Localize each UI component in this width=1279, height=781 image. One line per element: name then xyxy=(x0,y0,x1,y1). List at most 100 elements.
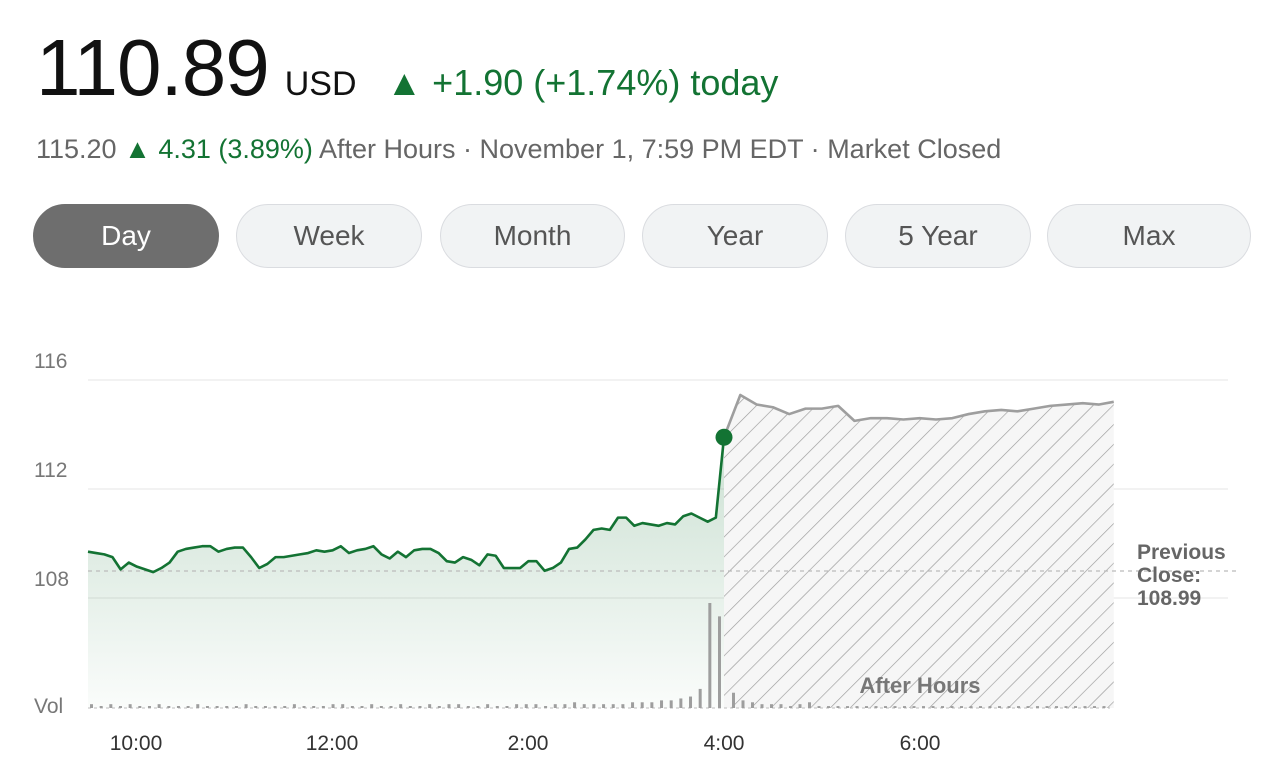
separator: · xyxy=(810,134,820,164)
volume-bar xyxy=(611,704,615,708)
volume-bar xyxy=(447,704,451,708)
x-tick-label: 10:00 xyxy=(110,732,163,755)
volume-bar xyxy=(466,706,470,708)
volume-bar xyxy=(922,706,925,708)
volume-bar xyxy=(312,706,316,708)
quote-header: 110.89 USD ▲ +1.90 (+1.74%) today xyxy=(36,28,778,108)
volume-bar xyxy=(321,706,325,708)
volume-bar xyxy=(893,706,897,708)
volume-bar xyxy=(573,702,577,708)
volume-bar xyxy=(1007,706,1011,708)
after-hours-area xyxy=(724,394,1114,708)
volume-bar xyxy=(350,706,354,708)
volume-bar xyxy=(650,702,654,708)
after-hours-row: 115.20 ▲ 4.31 (3.89%) After Hours · Nove… xyxy=(36,134,1001,165)
tab-label: Month xyxy=(493,220,572,251)
volume-bar xyxy=(370,704,374,708)
volume-bar xyxy=(874,706,878,708)
y-tick-label: 108 xyxy=(34,568,69,591)
volume-bar xyxy=(553,704,557,708)
volume-bar xyxy=(283,706,287,708)
volume-bar xyxy=(884,706,887,708)
volume-bar xyxy=(234,706,238,708)
volume-bar xyxy=(640,702,644,708)
volume-bar xyxy=(827,706,830,708)
volume-bar xyxy=(631,702,635,708)
volume-bar xyxy=(941,706,944,708)
volume-bar xyxy=(718,616,721,708)
volume-bar xyxy=(157,704,161,708)
volume-bar xyxy=(428,704,432,708)
volume-bar xyxy=(1045,706,1049,708)
volume-bar xyxy=(408,706,412,708)
volume-bar xyxy=(708,603,712,708)
volume-bar xyxy=(99,706,103,708)
volume-bar xyxy=(476,706,480,708)
y-tick-label: 116 xyxy=(34,350,67,373)
after-hours-annotation: After Hours xyxy=(859,673,980,698)
volume-bar xyxy=(760,704,764,708)
volume-bar xyxy=(779,704,783,708)
after-hours-change: ▲ 4.31 (3.89%) xyxy=(124,134,313,164)
volume-bar xyxy=(732,692,735,708)
volume-bar xyxy=(505,706,509,708)
volume-label: Vol xyxy=(34,695,63,718)
tab-week[interactable]: Week xyxy=(236,204,422,268)
volume-bar xyxy=(196,704,200,708)
volume-bar xyxy=(360,706,364,708)
volume-bar xyxy=(846,706,849,708)
x-tick-label: 6:00 xyxy=(900,732,941,755)
volume-bar xyxy=(988,706,992,708)
regular-session-line xyxy=(87,437,726,574)
volume-bar xyxy=(808,702,811,708)
tab-label: 5 Year xyxy=(898,220,978,251)
volume-bar xyxy=(912,706,916,708)
volume-bar xyxy=(1093,706,1096,708)
volume-bar xyxy=(90,704,93,708)
previous-close-label: Close: xyxy=(1137,564,1201,587)
volume-bar xyxy=(331,704,335,708)
tab-day[interactable]: Day xyxy=(33,204,219,268)
volume-bar xyxy=(138,706,142,708)
volume-bar xyxy=(244,704,248,708)
tab-5-year[interactable]: 5 Year xyxy=(845,204,1031,268)
after-hours-line xyxy=(722,393,1114,438)
volume-bar xyxy=(215,706,219,708)
price-chart[interactable]: 116 112 108 Vol After Hours PreviousClose:108… xyxy=(0,330,1279,781)
volume-bar xyxy=(254,706,258,708)
volume-bar xyxy=(147,706,151,708)
volume-bar xyxy=(302,706,306,708)
volume-bar xyxy=(621,704,625,708)
volume-bar xyxy=(389,706,393,708)
price-row: 110.89 USD ▲ +1.90 (+1.74%) today xyxy=(36,28,778,108)
volume-bar xyxy=(399,704,403,708)
volume-bar xyxy=(865,706,868,708)
volume-bar xyxy=(263,706,267,708)
quote-timestamp: November 1, 7:59 PM EDT xyxy=(479,134,804,164)
volume-bar xyxy=(741,700,745,708)
previous-close-label: 108.99 xyxy=(1137,587,1201,610)
volume-bar xyxy=(669,700,673,708)
tab-label: Max xyxy=(1122,220,1176,251)
volume-bar xyxy=(1017,706,1020,708)
range-tabs: Day Week Month Year 5 Year Max xyxy=(33,204,1251,270)
tab-max[interactable]: Max xyxy=(1047,204,1251,268)
tab-month[interactable]: Month xyxy=(440,204,625,268)
volume-bar xyxy=(660,700,664,708)
volume-bar xyxy=(418,706,422,708)
tab-label: Week xyxy=(293,220,365,251)
x-tick-label: 4:00 xyxy=(704,732,745,755)
volume-bar xyxy=(534,704,538,708)
volume-bar xyxy=(167,706,171,708)
volume-bar xyxy=(698,688,702,708)
regular-session-area xyxy=(88,437,724,708)
volume-bar xyxy=(582,704,586,708)
volume-bar xyxy=(798,704,802,708)
volume-bar xyxy=(817,706,821,708)
volume-bar xyxy=(979,706,982,708)
volume-bar xyxy=(689,696,693,708)
tab-year[interactable]: Year xyxy=(642,204,828,268)
volume-bar xyxy=(437,706,441,708)
volume-bar xyxy=(486,704,490,708)
volume-bar xyxy=(544,706,548,708)
